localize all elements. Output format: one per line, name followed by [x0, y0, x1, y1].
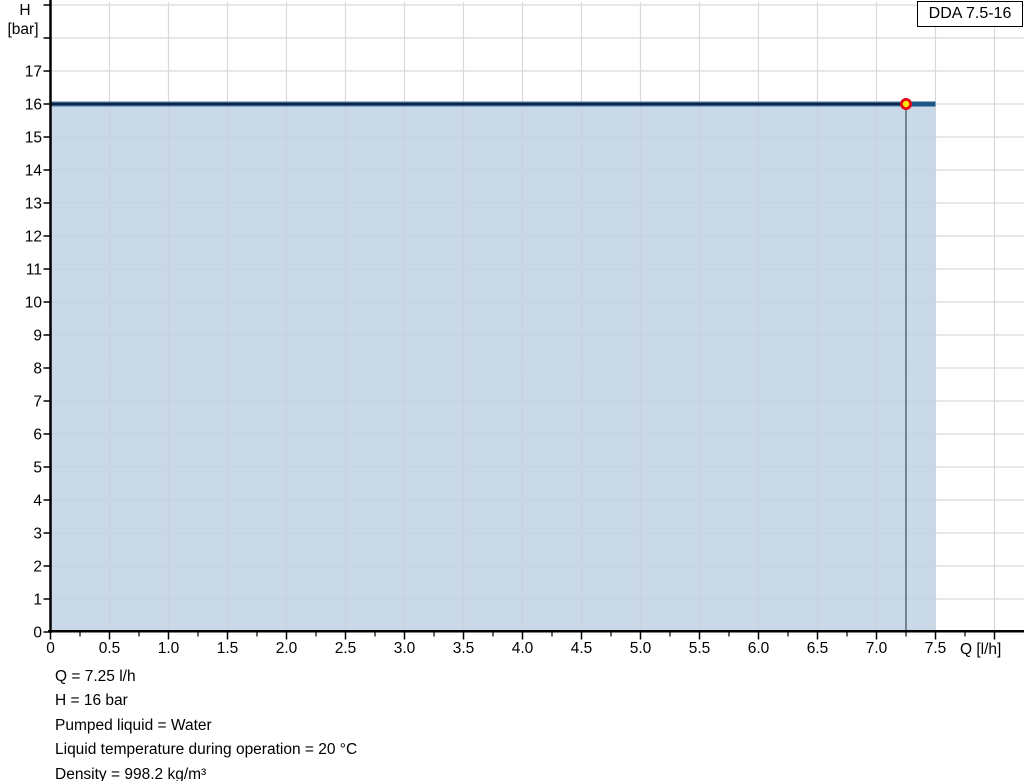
x-tick-label: 3.0: [394, 640, 416, 657]
y-axis-unit: [bar]: [7, 21, 39, 38]
y-tick-label: 6: [33, 427, 42, 444]
x-tick-label: 5.5: [689, 640, 711, 657]
y-tick-label: 12: [25, 229, 42, 246]
y-tick-label: 2: [33, 559, 42, 576]
x-axis-title: Q [l/h]: [960, 641, 1002, 658]
y-tick-label: 17: [25, 64, 42, 81]
y-tick-label: 10: [25, 295, 43, 312]
x-tick-label: 4.5: [571, 640, 593, 657]
x-tick-label: 2.0: [276, 640, 298, 657]
x-tick-label: 1.0: [158, 640, 180, 657]
x-tick-label: 0.5: [99, 640, 121, 657]
x-tick-label: 1.5: [217, 640, 239, 657]
y-tick-label: 9: [33, 328, 42, 345]
y-tick-label: 4: [33, 493, 42, 510]
y-tick-label: 1: [33, 592, 42, 609]
x-tick-label: 3.5: [453, 640, 475, 657]
legend-box: DDA 7.5-16: [917, 1, 1023, 27]
legend-pump-model-label: DDA 7.5-16: [928, 5, 1012, 22]
y-axis-title: H: [19, 2, 31, 19]
x-tick-label: 5.0: [630, 640, 652, 657]
y-tick-label: 13: [25, 196, 42, 213]
x-tick-label: 4.0: [512, 640, 534, 657]
duty-point-info-block: Q = 7.25 l/h H = 16 bar Pumped liquid = …: [55, 665, 357, 781]
operating-area-fill: [50, 104, 936, 632]
info-line-pumped-liquid: Pumped liquid = Water: [55, 716, 212, 734]
x-tick-label: 0: [46, 640, 55, 657]
info-line-flow: Q = 7.25 l/h: [55, 668, 136, 685]
x-tick-label: 7.0: [866, 640, 888, 657]
y-tick-label: 14: [25, 163, 43, 180]
info-line-density: Density = 998.2 kg/m³: [55, 765, 207, 781]
y-tick-label: 3: [33, 526, 42, 543]
duty-point-marker: [900, 98, 913, 111]
y-tick-label: 15: [25, 130, 42, 147]
y-tick-label: 8: [33, 361, 42, 378]
x-tick-label: 2.5: [335, 640, 357, 657]
x-tick-label: 7.5: [925, 640, 947, 657]
y-tick-label: 16: [25, 97, 42, 114]
y-tick-label: 5: [33, 460, 42, 477]
x-tick-label: 6.5: [807, 640, 829, 657]
y-tick-label: 0: [33, 625, 42, 642]
y-tick-label: 11: [26, 262, 42, 279]
info-line-head: H = 16 bar: [55, 692, 128, 710]
x-tick-label: 6.0: [748, 640, 770, 657]
y-tick-label: 7: [33, 394, 42, 411]
info-line-liquid-temperature: Liquid temperature during operation = 20…: [55, 741, 358, 759]
